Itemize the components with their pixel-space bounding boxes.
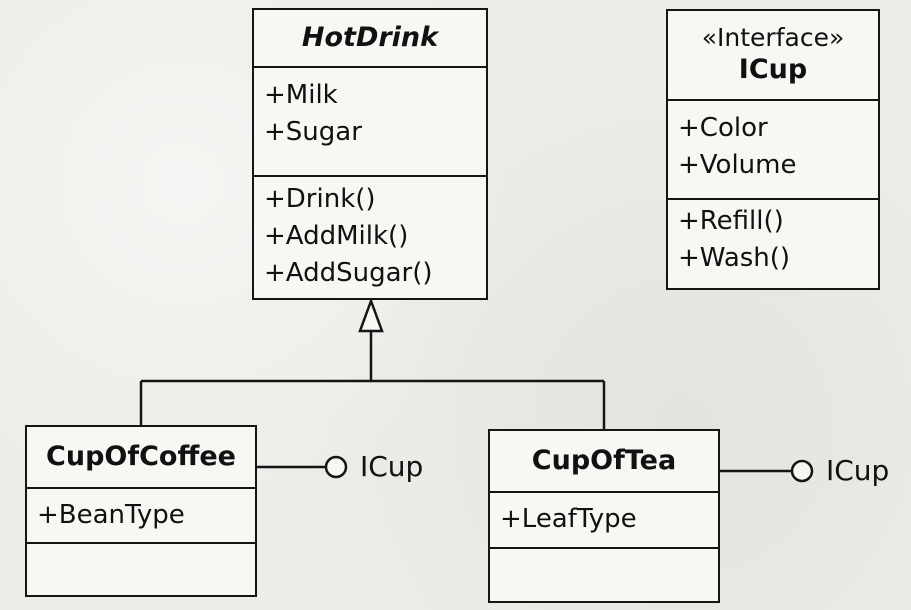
cupofcoffee-operations <box>27 544 255 552</box>
cupofcoffee-interface-label: ICup <box>360 450 424 483</box>
lollipop-circle-coffee <box>324 455 348 479</box>
inheritance-arrowhead <box>358 297 384 333</box>
hotdrink-class: HotDrink +Milk +Sugar +Drink() +AddMilk(… <box>252 8 488 300</box>
hotdrink-name-compartment: HotDrink <box>254 10 486 68</box>
hotdrink-operations: +Drink() +AddMilk() +AddSugar() <box>254 177 486 296</box>
hotdrink-class-name: HotDrink <box>301 22 439 53</box>
attribute-leaftype: +LeafType <box>500 504 637 534</box>
lollipop-circle-tea <box>790 459 814 483</box>
hotdrink-attributes: +Milk +Sugar <box>254 68 486 177</box>
cupofcoffee-class: CupOfCoffee +BeanType <box>25 425 257 597</box>
interface-stereotype: «Interface» <box>701 23 845 52</box>
cupofcoffee-class-name: CupOfCoffee <box>46 441 236 472</box>
cupofcoffee-attributes: +BeanType <box>27 489 255 544</box>
cupoftea-operations <box>490 549 718 557</box>
attribute-volume: +Volume <box>678 150 797 180</box>
icup-interface: «Interface» ICup +Color +Volume +Refill(… <box>666 9 880 290</box>
operation-wash: +Wash() <box>678 243 791 273</box>
icup-attributes: +Color +Volume <box>668 101 878 200</box>
cupofcoffee-name-compartment: CupOfCoffee <box>27 427 255 489</box>
cupoftea-class-name: CupOfTea <box>531 445 677 476</box>
attribute-milk: +Milk <box>264 80 338 110</box>
operation-addsugar: +AddSugar() <box>264 258 433 288</box>
icup-interface-name: ICup <box>738 54 808 85</box>
attribute-color: +Color <box>678 113 768 143</box>
icup-operations: +Refill() +Wash() <box>668 200 878 281</box>
icup-name-compartment: «Interface» ICup <box>668 11 878 101</box>
cupoftea-interface-label: ICup <box>826 454 890 487</box>
operation-drink: +Drink() <box>264 184 376 214</box>
operation-addmilk: +AddMilk() <box>264 221 409 251</box>
cupoftea-name-compartment: CupOfTea <box>490 431 718 493</box>
cupoftea-class: CupOfTea +LeafType <box>488 429 720 603</box>
attribute-beantype: +BeanType <box>37 500 185 530</box>
attribute-sugar: +Sugar <box>264 117 362 147</box>
operation-refill: +Refill() <box>678 206 784 236</box>
cupoftea-attributes: +LeafType <box>490 493 718 549</box>
